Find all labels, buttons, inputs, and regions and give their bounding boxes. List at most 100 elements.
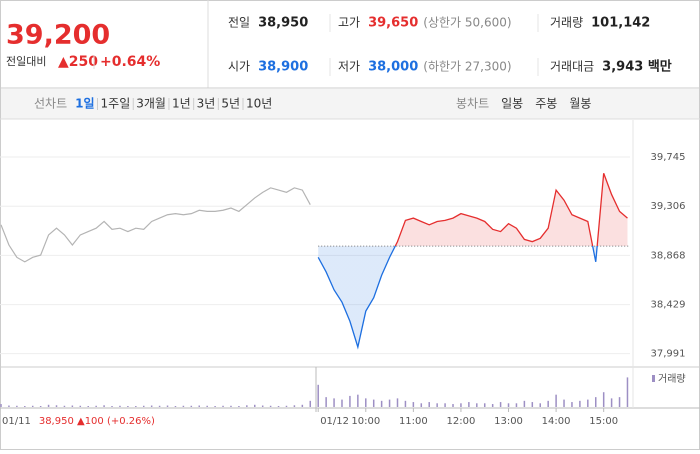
volume-bar — [595, 397, 597, 407]
volume-bar — [293, 405, 296, 407]
tabs: 선차트 1일 1주일 3개월 1년 3년 5년 10년 봉차트 일봉 주봉 월봉 — [34, 97, 591, 111]
volume-bar — [476, 403, 478, 407]
volume-bar — [460, 403, 462, 407]
volume-bar — [539, 403, 541, 407]
volume-bar — [626, 377, 629, 407]
volume-bar — [349, 395, 351, 407]
volume-bar — [150, 405, 153, 407]
volume-bar — [182, 405, 185, 407]
stat-value: 38,950 — [258, 16, 308, 31]
volume-bar — [428, 402, 430, 407]
volume-bar — [127, 406, 129, 407]
volume-bar — [587, 399, 589, 407]
volume-bar — [404, 400, 407, 407]
stat-note: (하한가 27,300) — [423, 60, 511, 74]
volume-bar — [396, 398, 399, 407]
stat-value: 101,142 — [591, 16, 650, 31]
volume-bar — [341, 399, 343, 407]
line — [317, 173, 628, 350]
volume-bar — [214, 406, 216, 407]
y-tick-label: 39,306 — [651, 201, 686, 212]
volume-bar — [95, 405, 97, 407]
volume-bar — [166, 405, 169, 407]
stat-label: 전일 — [228, 16, 250, 30]
stat-label: 고가 — [338, 16, 360, 30]
volume-bar — [531, 402, 534, 407]
stats: 전일 38,950 고가 39,650 (상한가 50,600) 거래량 101,142 시가… — [228, 16, 672, 75]
volume-bar — [452, 404, 454, 407]
volume-bar — [372, 399, 375, 407]
volume-bar — [285, 405, 288, 407]
tab-label: 선차트 — [34, 97, 67, 111]
volume-bar — [483, 403, 486, 407]
volume-bar — [174, 406, 177, 407]
volume-bar — [63, 405, 66, 407]
volume-bar — [555, 394, 557, 407]
change-pct: +0.64% — [100, 54, 160, 70]
volume-bar — [547, 400, 549, 407]
volume-bar — [610, 398, 613, 407]
volume-bar — [142, 405, 145, 407]
stat-label: 시가 — [228, 60, 250, 74]
volume-bar — [277, 406, 280, 407]
y-tick-label: 39,745 — [651, 152, 686, 163]
volume-bar — [24, 406, 26, 407]
tab[interactable]: 3개월 — [136, 97, 166, 111]
volume-bar — [198, 405, 200, 407]
stat-value: 38,900 — [258, 60, 308, 75]
tab[interactable]: 월봉 — [569, 97, 591, 111]
volume-bar — [388, 399, 391, 407]
tab-label: 봉차트 — [456, 97, 489, 111]
volume-bar — [333, 398, 335, 407]
volume-bar — [39, 406, 42, 407]
volume-bar — [55, 405, 58, 407]
tab[interactable]: 일봉 — [501, 97, 523, 111]
x-tick-label: 12:00 — [447, 416, 476, 427]
volume-bar — [190, 405, 193, 407]
volume-bar — [523, 400, 526, 407]
volume-bar — [499, 402, 502, 407]
stat-label: 거래량 — [550, 16, 583, 30]
volume-bar — [222, 405, 224, 407]
tab[interactable]: 주봉 — [535, 97, 557, 111]
volume-bar — [436, 403, 438, 407]
volume-bar — [571, 402, 573, 407]
volume-bar — [515, 403, 518, 407]
stat-label: 거래대금 — [550, 60, 594, 74]
tab[interactable]: 1주일 — [101, 97, 131, 111]
volume-bar — [8, 405, 10, 407]
volume-bar — [16, 405, 18, 407]
volume-bar — [468, 402, 470, 407]
volume-bar — [103, 405, 105, 407]
tab[interactable]: 5년 — [221, 97, 240, 111]
tab[interactable]: 1년 — [172, 97, 191, 111]
volume-bar — [491, 404, 494, 407]
volume-bar — [444, 403, 446, 407]
x-tick-label: 01/12 — [320, 416, 349, 427]
y-tick-label: 37,991 — [651, 349, 686, 360]
volume-bar — [71, 405, 74, 407]
volume-bar — [357, 394, 359, 407]
volume-bar — [111, 406, 113, 407]
tab-bar — [1, 89, 699, 119]
volume-bar — [135, 406, 137, 407]
volume-bar — [79, 405, 82, 407]
volume-bar — [47, 404, 50, 407]
volume-bar — [412, 402, 415, 407]
volume-bar — [507, 403, 510, 407]
volume-bar — [238, 406, 240, 407]
tab[interactable]: 1일 — [75, 97, 94, 111]
volume-bar — [158, 405, 161, 407]
volume-bar — [254, 404, 256, 407]
tab[interactable]: 3년 — [197, 97, 216, 111]
tab[interactable]: 10년 — [246, 97, 272, 111]
volume-bar — [119, 405, 121, 407]
volume-bar — [420, 403, 423, 407]
legend-swatch — [652, 375, 655, 382]
volume-bar — [380, 400, 383, 407]
volume-bar — [31, 405, 34, 407]
x-tick-label: 10:00 — [351, 416, 380, 427]
volume-bar — [563, 399, 565, 407]
